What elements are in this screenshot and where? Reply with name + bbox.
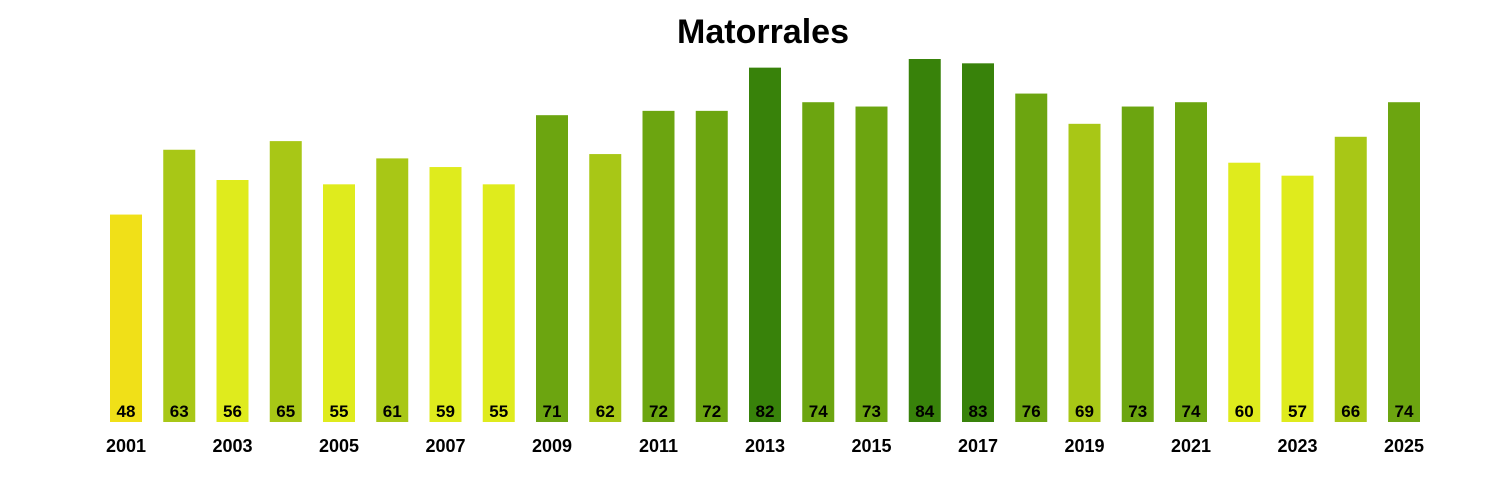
bar-2018 bbox=[1015, 93, 1048, 422]
value-label-2014: 74 bbox=[809, 402, 828, 421]
x-tick-label-2013: 2013 bbox=[745, 436, 785, 456]
x-tick-label-2007: 2007 bbox=[425, 436, 465, 456]
value-label-2024: 66 bbox=[1341, 402, 1360, 421]
chart-title: Matorrales bbox=[677, 13, 849, 51]
value-label-2023: 57 bbox=[1288, 402, 1307, 421]
x-tick-label-2019: 2019 bbox=[1064, 436, 1104, 456]
x-axis-ticks: 2001 2003 2005 2007 2009 2011 2013 2015 2017 2019… bbox=[106, 436, 1424, 456]
value-label-2007: 59 bbox=[436, 402, 455, 421]
value-label-2017: 83 bbox=[969, 402, 988, 421]
value-label-2003: 56 bbox=[223, 402, 242, 421]
x-tick-label-2011: 2011 bbox=[639, 436, 678, 456]
bar-2008 bbox=[482, 184, 515, 422]
bar-2015 bbox=[855, 106, 888, 422]
value-label-2013: 82 bbox=[756, 402, 775, 421]
value-label-2004: 65 bbox=[276, 402, 295, 421]
bar-2016 bbox=[908, 59, 941, 422]
value-labels-group: 48 63 56 65 55 61 59 55 71 62 72 72 82 74 73 84 83 76 69 73… bbox=[117, 402, 1414, 421]
bar-2017 bbox=[962, 63, 994, 422]
x-tick-label-2023: 2023 bbox=[1277, 436, 1317, 456]
bars-group bbox=[110, 59, 1420, 423]
value-label-2019: 69 bbox=[1075, 402, 1094, 421]
value-label-2020: 73 bbox=[1128, 402, 1147, 421]
x-tick-label-2015: 2015 bbox=[851, 436, 891, 456]
value-label-2008: 55 bbox=[489, 402, 508, 421]
x-tick-label-2005: 2005 bbox=[319, 436, 359, 456]
value-label-2011: 72 bbox=[649, 402, 668, 421]
bar-2003 bbox=[216, 180, 249, 422]
value-label-2015: 73 bbox=[862, 402, 881, 421]
bar-2007 bbox=[429, 167, 462, 422]
bar-2025 bbox=[1388, 102, 1420, 423]
x-tick-label-2021: 2021 bbox=[1171, 436, 1211, 456]
bar-2005 bbox=[323, 184, 355, 422]
value-label-2016: 84 bbox=[915, 402, 934, 421]
value-label-2009: 71 bbox=[543, 402, 562, 421]
bar-2024 bbox=[1334, 136, 1367, 423]
bar-2021 bbox=[1175, 102, 1207, 423]
bar-2004 bbox=[269, 141, 302, 423]
x-tick-label-2017: 2017 bbox=[958, 436, 998, 456]
bar-2010 bbox=[589, 154, 622, 422]
bar-2006 bbox=[376, 158, 409, 422]
x-tick-label-2001: 2001 bbox=[106, 436, 146, 456]
bar-2020 bbox=[1121, 106, 1154, 422]
bar-2023 bbox=[1281, 175, 1314, 422]
x-tick-label-2025: 2025 bbox=[1384, 436, 1424, 456]
value-label-2001: 48 bbox=[117, 402, 136, 421]
value-label-2002: 63 bbox=[170, 402, 189, 421]
bar-2009 bbox=[536, 115, 568, 423]
bar-2002 bbox=[163, 149, 196, 422]
value-label-2012: 72 bbox=[702, 402, 721, 421]
x-tick-label-2009: 2009 bbox=[532, 436, 572, 456]
x-tick-label-2003: 2003 bbox=[212, 436, 252, 456]
bar-2019 bbox=[1068, 123, 1101, 422]
value-label-2018: 76 bbox=[1022, 402, 1041, 421]
bar-2001 bbox=[110, 214, 142, 422]
bar-2014 bbox=[802, 102, 835, 423]
value-label-2021: 74 bbox=[1182, 402, 1201, 421]
value-label-2010: 62 bbox=[596, 402, 615, 421]
value-label-2005: 55 bbox=[330, 402, 349, 421]
bar-2022 bbox=[1228, 162, 1261, 422]
value-label-2022: 60 bbox=[1235, 402, 1254, 421]
value-label-2006: 61 bbox=[383, 402, 402, 421]
value-label-2025: 74 bbox=[1395, 402, 1414, 421]
bar-2012 bbox=[695, 110, 728, 423]
bar-2013 bbox=[749, 67, 781, 422]
bar-2011 bbox=[642, 110, 675, 423]
